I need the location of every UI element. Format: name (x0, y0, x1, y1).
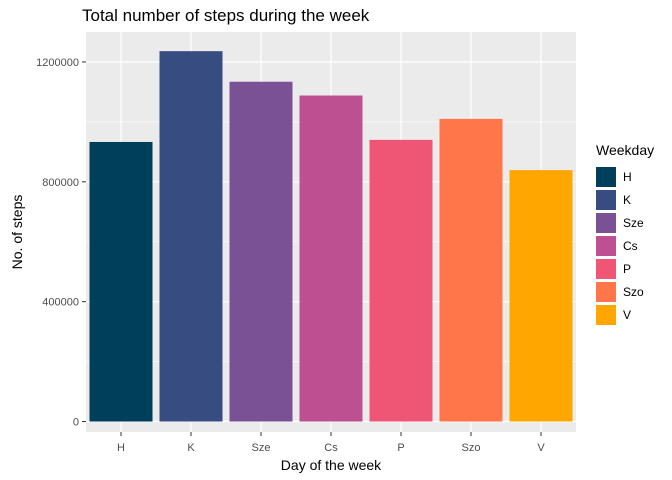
legend-items: H K Sze Cs P Szo V (596, 165, 654, 326)
legend-item: H (596, 165, 654, 188)
x-tick-label: V (537, 442, 545, 454)
legend-swatch (596, 304, 616, 325)
legend-swatch (596, 258, 616, 279)
bar-h (89, 141, 153, 422)
y-tick-label: 1200000 (36, 57, 79, 69)
legend-label: Cs (623, 238, 638, 253)
y-tick-label: 800000 (42, 177, 79, 189)
x-tick-label: H (117, 442, 125, 454)
legend-item: K (596, 188, 654, 211)
bar-p (369, 139, 433, 422)
legend-swatch (596, 166, 616, 187)
y-axis-label: No. of steps (9, 195, 25, 270)
x-tick-label: Szo (462, 442, 481, 454)
bar-v (509, 170, 573, 422)
bar-sze (229, 81, 293, 422)
legend-item: P (596, 257, 654, 280)
legend-swatch (596, 189, 616, 210)
x-tick-label: K (187, 442, 195, 454)
legend-label: V (623, 307, 632, 322)
legend-item: Sze (596, 211, 654, 234)
x-tick-label: Cs (324, 442, 338, 454)
legend-item: V (596, 303, 654, 326)
bar-szo (439, 118, 503, 422)
legend-item: Szo (596, 280, 654, 303)
y-tick-label: 400000 (42, 297, 79, 309)
legend: Weekday H K Sze Cs P Szo V (596, 142, 654, 326)
bar-k (159, 51, 223, 422)
legend-label: Szo (623, 284, 644, 299)
chart-title: Total number of steps during the week (82, 6, 370, 25)
x-tick-label: P (397, 442, 404, 454)
x-axis-label: Day of the week (281, 457, 382, 473)
legend-swatch (596, 235, 616, 256)
legend-item: Cs (596, 234, 654, 257)
legend-swatch (596, 281, 616, 302)
legend-title: Weekday (596, 142, 655, 158)
legend-label: H (623, 169, 632, 184)
x-tick-label: Sze (252, 442, 271, 454)
legend-label: Sze (623, 215, 644, 230)
plot-area: 0 400000 800000 1200000 H K Sze Cs P Szo V Day of t… (9, 32, 576, 473)
legend-label: P (623, 261, 632, 276)
bar-cs (299, 95, 363, 422)
y-tick-label: 0 (73, 417, 79, 429)
legend-swatch (596, 212, 616, 233)
legend-label: K (623, 192, 632, 207)
